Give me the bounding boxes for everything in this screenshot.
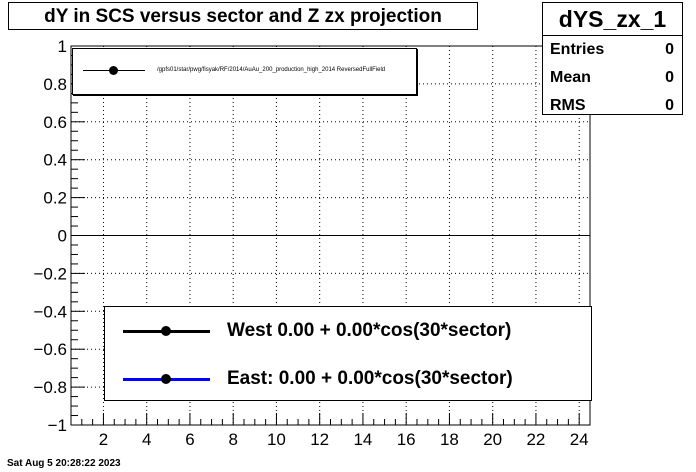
y-tick-label: 0.4 xyxy=(43,151,67,170)
legend-entry-label: West 0.00 + 0.00*cos(30*sector) xyxy=(227,320,512,341)
chart-title: dY in SCS versus sector and Z zx project… xyxy=(8,2,478,30)
y-tick-label: −0.8 xyxy=(33,378,67,397)
x-tick-label: 16 xyxy=(397,430,416,449)
y-tick-label: −0.2 xyxy=(33,264,67,283)
legend-entry-west: West 0.00 + 0.00*cos(30*sector) xyxy=(105,311,593,351)
x-tick-label: 10 xyxy=(267,430,286,449)
stats-value: 0 xyxy=(665,69,674,86)
y-tick-label: −1 xyxy=(48,416,67,435)
y-tick-label: 0.2 xyxy=(43,189,67,208)
x-tick-label: 4 xyxy=(142,430,151,449)
legend-marker-icon xyxy=(161,326,171,336)
legend-entry-label: /gpfs01/star/pwg/fisyak/RF/2014/AuAu_200… xyxy=(157,67,386,73)
x-tick-label: 22 xyxy=(526,430,545,449)
timestamp: Sat Aug 5 20:28:22 2023 xyxy=(7,458,121,469)
x-tick-label: 18 xyxy=(440,430,459,449)
x-tick-label: 24 xyxy=(570,430,589,449)
stats-key: Entries xyxy=(550,41,605,58)
x-tick-label: 20 xyxy=(483,430,502,449)
y-tick-label: −0.4 xyxy=(33,302,67,321)
x-tick-label: 6 xyxy=(185,430,194,449)
stats-value: 0 xyxy=(665,41,674,58)
stats-key: Mean xyxy=(550,69,591,86)
x-tick-label: 8 xyxy=(228,430,237,449)
stats-row-rms: RMS 0 xyxy=(543,92,682,120)
y-tick-label: −0.6 xyxy=(33,340,67,359)
fit-legend: West 0.00 + 0.00*cos(30*sector) East: 0.… xyxy=(104,306,592,401)
legend-entry-label: East: 0.00 + 0.00*cos(30*sector) xyxy=(227,368,513,389)
stats-histogram-name: dYS_zx_1 xyxy=(543,3,682,36)
x-tick-label: 12 xyxy=(310,430,329,449)
legend-entry-east: East: 0.00 + 0.00*cos(30*sector) xyxy=(105,359,593,399)
data-legend: /gpfs01/star/pwg/fisyak/RF/2014/AuAu_200… xyxy=(72,48,417,95)
legend-marker-icon xyxy=(161,374,171,384)
x-tick-label: 14 xyxy=(353,430,372,449)
stats-row-mean: Mean 0 xyxy=(543,64,682,92)
legend-marker-icon xyxy=(109,66,118,75)
y-tick-label: 0.6 xyxy=(43,113,67,132)
x-tick-label: 2 xyxy=(99,430,108,449)
stats-row-entries: Entries 0 xyxy=(543,36,682,64)
stats-key: RMS xyxy=(550,97,586,114)
y-tick-label: 1 xyxy=(58,37,67,56)
stats-value: 0 xyxy=(665,97,674,114)
stats-box: dYS_zx_1 Entries 0 Mean 0 RMS 0 xyxy=(542,2,683,115)
y-tick-label: 0.8 xyxy=(43,75,67,94)
y-tick-label: 0 xyxy=(58,227,67,246)
